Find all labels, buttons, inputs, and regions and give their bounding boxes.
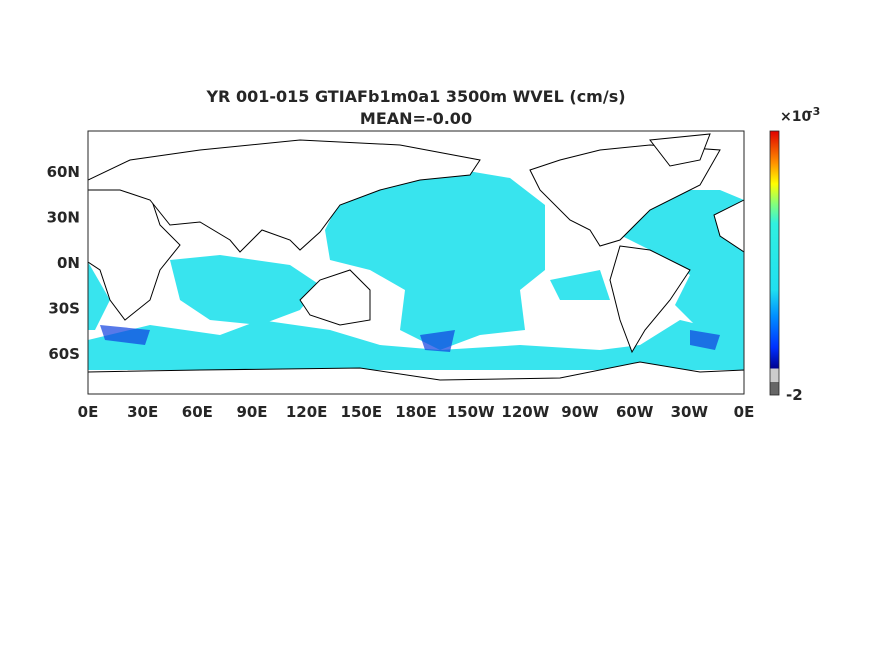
x-tick-label: 90E <box>236 403 267 421</box>
title: YR 001-015 GTIAFb1m0a1 3500m WVEL (cm/s) <box>205 87 625 106</box>
x-tick-label: 150E <box>341 403 383 421</box>
x-tick-label: 0E <box>734 403 755 421</box>
x-tick-label: 120W <box>501 403 549 421</box>
y-tick-labels: 60N 30N 0N 30S 60S <box>47 163 80 363</box>
colorbar-exponent: -3 <box>808 105 820 118</box>
colorbar-multiplier: ×10 <box>780 109 811 125</box>
y-tick-label: 30S <box>48 300 80 318</box>
colorbar-tick-label: -2 <box>786 386 803 404</box>
x-tick-label: 60E <box>182 403 213 421</box>
x-tick-label: 180E <box>395 403 437 421</box>
y-tick-label: 0N <box>57 254 80 272</box>
colorbar <box>769 130 780 396</box>
subtitle: MEAN=-0.00 <box>360 109 472 128</box>
axes-box <box>87 130 745 395</box>
x-tick-label: 90W <box>561 403 599 421</box>
x-tick-label: 150W <box>447 403 495 421</box>
x-tick-labels: 0E 30E 60E 90E 120E 150E 180E 150W 120W 90W 60W 30W… <box>78 403 755 421</box>
x-tick-label: 120E <box>286 403 328 421</box>
x-tick-label: 30W <box>671 403 709 421</box>
x-tick-label: 0E <box>78 403 99 421</box>
colorbar-tick-labels: -2 <box>786 386 803 404</box>
y-tick-label: 60S <box>48 345 80 363</box>
x-tick-label: 30E <box>127 403 158 421</box>
y-tick-label: 30N <box>47 209 80 227</box>
y-tick-label: 60N <box>47 163 80 181</box>
map-field <box>88 131 744 394</box>
x-tick-label: 60W <box>616 403 654 421</box>
